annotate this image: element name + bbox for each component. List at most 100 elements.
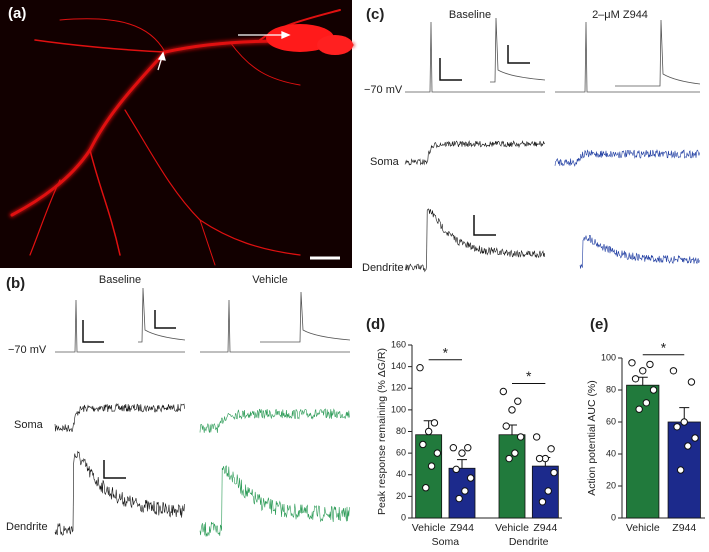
y-tick-label: 40 [396, 469, 406, 479]
y-tick-label: 100 [601, 352, 616, 362]
data-point [499, 387, 508, 396]
data-point [427, 462, 436, 470]
data-point [466, 474, 475, 482]
error-bar [637, 376, 648, 386]
condition-label: Baseline [449, 9, 491, 21]
data-point [452, 465, 460, 474]
trace [554, 149, 700, 167]
y-tick-label: 140 [391, 361, 406, 371]
condition-label: 2–μM Z944 [592, 9, 648, 21]
trace [199, 408, 350, 433]
data-point [687, 378, 696, 386]
row-label: Dendrite [362, 262, 404, 274]
data-point [642, 399, 651, 407]
data-point [424, 427, 433, 436]
x-tick-label: Vehicle [495, 522, 529, 534]
condition-label: Baseline [99, 274, 141, 286]
data-point [505, 454, 513, 463]
y-tick-label: 0 [611, 512, 616, 522]
data-point [532, 433, 541, 441]
trace [404, 140, 545, 166]
y-tick-label: 80 [396, 426, 406, 436]
data-point [538, 498, 547, 506]
y-tick-label: 60 [396, 448, 406, 458]
condition-label: Vehicle [252, 274, 287, 286]
y-tick-label: 80 [606, 384, 616, 394]
data-point [691, 434, 699, 442]
row-label: Soma [14, 419, 44, 431]
data-point [416, 364, 424, 372]
panel-label: (e) [590, 316, 608, 333]
y-axis-label: Peak response remaining (% ΔG/R) [376, 348, 388, 515]
data-point [680, 418, 688, 426]
data-point [669, 367, 678, 375]
spike-trace [55, 299, 185, 353]
panel-label: (a) [8, 5, 26, 22]
spike-trace [200, 299, 350, 353]
data-point [458, 449, 466, 457]
panel-label: (c) [366, 6, 384, 23]
group-label: Dendrite [509, 536, 549, 548]
scale-bar [82, 45, 530, 479]
data-point [639, 367, 647, 375]
data-point [673, 423, 681, 431]
voltage-label: −70 mV [8, 344, 47, 356]
data-point [649, 386, 658, 394]
data-point [684, 442, 692, 450]
panel-label: (b) [6, 275, 25, 292]
data-point [422, 484, 430, 492]
y-tick-label: 0 [401, 512, 406, 522]
spike-trace [138, 287, 186, 343]
significance-label: * [526, 368, 532, 384]
data-point [514, 397, 522, 405]
y-axis-label: Action potential AUC (%) [586, 380, 598, 496]
y-tick-label: 120 [391, 383, 406, 393]
voltage-label: −70 mV [364, 84, 403, 96]
x-tick-label: Z944 [533, 522, 557, 534]
group-label: Soma [432, 536, 460, 548]
spike-trace [260, 291, 351, 343]
trace [54, 450, 185, 536]
row-label: Dendrite [6, 521, 48, 533]
x-tick-label: Vehicle [412, 522, 446, 534]
data-point [419, 440, 427, 449]
y-tick-label: 20 [606, 480, 616, 490]
y-tick-label: 100 [391, 404, 406, 414]
data-point [449, 444, 458, 452]
soma [317, 35, 353, 55]
data-point [550, 468, 558, 477]
arrow [157, 31, 291, 71]
data-point [430, 419, 439, 427]
y-tick-label: 160 [391, 339, 406, 349]
data-point [516, 433, 525, 441]
trace [54, 403, 185, 433]
y-tick-label: 40 [606, 448, 616, 458]
data-point [547, 445, 555, 453]
data-point [676, 466, 685, 474]
x-tick-label: Z944 [450, 522, 474, 534]
data-point [544, 487, 552, 495]
data-point [511, 449, 519, 457]
error-bar [457, 459, 467, 469]
spike-trace [405, 21, 545, 93]
spike-trace [490, 17, 546, 83]
x-tick-label: Z944 [672, 522, 696, 534]
bar [498, 434, 526, 519]
y-tick-label: 60 [606, 416, 616, 426]
trace [579, 235, 700, 269]
panel-label: (d) [366, 316, 385, 333]
x-tick-label: Vehicle [626, 522, 660, 534]
data-point [535, 454, 544, 463]
data-point [433, 449, 442, 457]
significance-label: * [661, 340, 667, 356]
data-point [455, 494, 463, 503]
data-point [628, 359, 636, 367]
bar [626, 384, 660, 519]
data-point [508, 406, 516, 414]
data-point [646, 360, 654, 369]
data-point [461, 487, 469, 495]
trace [404, 208, 546, 273]
data-point [635, 405, 643, 413]
spike-trace [615, 19, 701, 87]
